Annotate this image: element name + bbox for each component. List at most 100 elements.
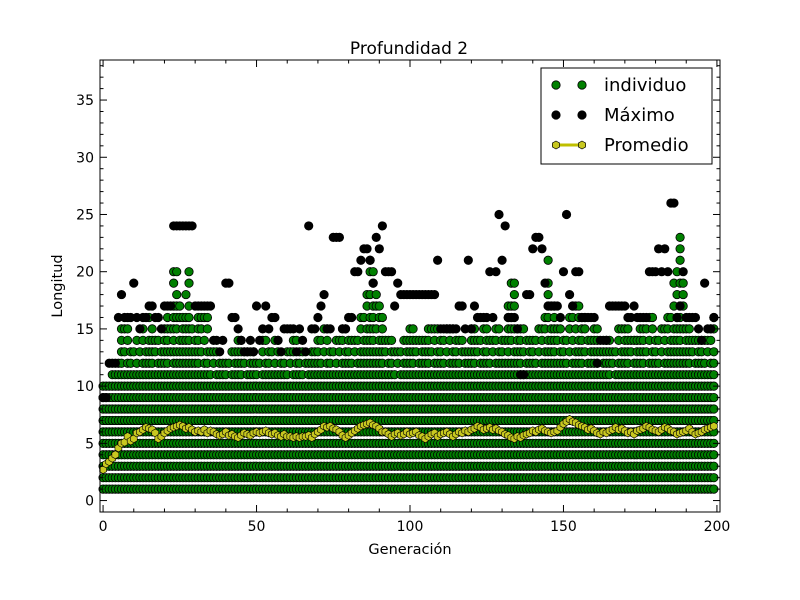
maximo-point [236,335,246,345]
maximo-point [291,347,302,357]
individuo-point [368,267,378,277]
maximo-point [362,244,372,254]
individuo-point [457,335,467,345]
legend-individuo-marker-2 [577,80,587,90]
maximo-point [558,267,569,277]
individuo-point [675,244,685,254]
maximo-point [690,312,701,323]
individuo-point [184,312,194,323]
maximo-point [509,312,519,323]
individuo-point [555,324,566,334]
individuo-point [408,324,418,334]
maximo-point [368,278,378,288]
individuo-point [175,301,185,311]
chart-title: Profundidad 2 [350,39,468,59]
maximo-point [574,267,584,277]
maximo-point [669,198,679,208]
individuo-point [509,289,519,300]
legend-promedio-marker-1 [552,140,560,150]
individuo-point [494,324,504,334]
individuo-point [580,324,590,334]
maximo-point [347,312,357,323]
maximo-point [316,301,326,311]
individuo-point [377,312,387,323]
legend-promedio-label: Promedio [604,135,689,156]
plot-area [98,198,719,494]
maximo-point [494,209,504,220]
individuo-point [169,278,179,288]
maximo-point [116,289,127,300]
maximo-point [678,267,688,277]
individuo-point [543,289,553,300]
promedio-point [710,421,718,431]
maximo-point [534,232,544,242]
x-tick-label: 200 [704,519,731,535]
maximo-point [672,312,682,323]
legend-promedio-marker-2 [578,140,586,150]
maximo-point [518,370,529,380]
maximo-point [276,347,286,357]
maximo-point [592,358,602,368]
individuo-point [172,289,182,300]
maximo-point [620,301,630,311]
maximo-point [313,312,323,323]
maximo-point [488,312,498,323]
maximo-point [512,324,523,334]
y-tick-label: 5 [85,436,94,452]
maximo-point [528,244,538,254]
individuo-point [184,267,194,277]
maximo-point [261,301,271,311]
individuo-point [592,324,602,334]
x-tick-label: 100 [397,519,424,535]
individuo-point [202,312,213,323]
maximo-point [451,324,461,334]
maximo-point [497,255,507,265]
maximo-point [325,324,335,334]
individuo-point [181,289,191,300]
maximo-point [377,221,387,231]
x-tick-label: 50 [248,519,266,535]
maximo-point [540,278,550,288]
maximo-point [264,324,274,334]
legend-individuo-label: individuo [604,75,686,96]
maximo-point [230,312,240,323]
individuo-point [675,232,685,242]
x-tick-label: 0 [99,519,108,535]
maximo-point [356,255,366,265]
individuo-point [202,324,213,334]
maximo-point [294,324,305,334]
maximo-point [386,267,397,277]
individuo-point [678,278,688,288]
maximo-point [129,278,139,288]
maximo-point [141,312,151,323]
maximo-point [457,301,467,311]
maximo-point [215,347,225,357]
maximo-point [340,324,351,334]
maximo-point [500,221,510,231]
maximo-point [371,232,381,242]
individuo-point [123,324,133,334]
individuo-point [509,278,519,288]
maximo-point [466,324,476,334]
maximo-point [555,312,566,323]
maximo-point [297,335,308,345]
promedio-point [111,450,120,460]
maximo-point [491,267,501,277]
maximo-point [165,301,176,311]
individuo-point [386,335,397,345]
maximo-point [390,301,400,311]
maximo-point [429,289,440,300]
maximo-point [693,324,704,334]
y-tick-label: 0 [85,494,94,510]
maximo-point [248,347,259,357]
individuo-point [482,324,492,334]
maximo-point [601,335,612,345]
individuo-point [543,255,553,265]
maximo-point [319,289,329,300]
individuo-point [123,335,133,345]
individuo-point [706,335,716,345]
maximo-point [224,278,234,288]
maximo-point [301,347,311,357]
maximo-point [365,255,375,265]
individuo-point [647,324,658,334]
